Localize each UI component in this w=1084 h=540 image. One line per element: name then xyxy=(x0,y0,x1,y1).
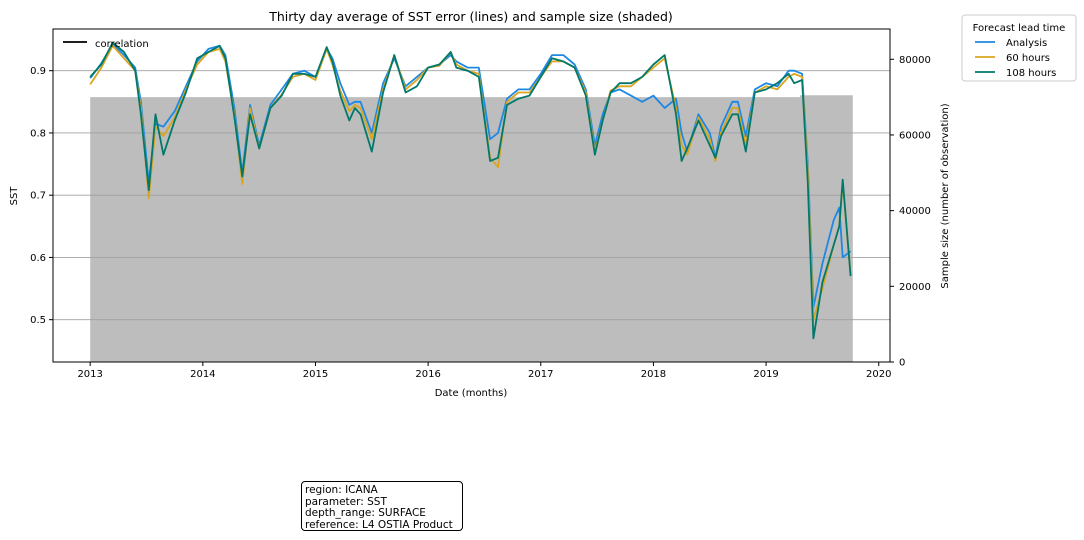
legend-label: 60 hours xyxy=(1006,53,1050,64)
sample-size-area xyxy=(90,95,853,362)
legend-label: 108 hours xyxy=(1006,68,1056,79)
x-axis-label: Date (months) xyxy=(435,388,508,399)
x-tick-label: 2013 xyxy=(77,369,102,380)
y2-tick-label: 20000 xyxy=(899,282,931,293)
plot-area xyxy=(52,28,891,363)
y2-tick-label: 60000 xyxy=(899,130,931,141)
lead-time-legend-entries: Analysis 60 hours 108 hours xyxy=(975,38,1056,79)
lead-time-legend: Forecast lead time Analysis 60 hours 108 h… xyxy=(961,14,1077,82)
info-depth-range: depth_range: SURFACE xyxy=(305,507,426,519)
y2-axis: 0 20000 40000 60000 80000 xyxy=(890,55,931,369)
x-tick-label: 2020 xyxy=(866,369,891,380)
legend-label: Analysis xyxy=(1006,38,1047,49)
x-axis: 2013 2014 2015 2016 2017 2018 2019 2020 xyxy=(77,362,891,380)
y-tick-label: 0.7 xyxy=(30,191,46,202)
lead-time-legend-frame xyxy=(961,14,1077,82)
y2-tick-label: 40000 xyxy=(899,206,931,217)
series-line-108-hours xyxy=(89,41,852,340)
y-tick-label: 0.9 xyxy=(30,66,46,77)
correlation-legend-label: correlation xyxy=(95,39,149,50)
info-reference: reference: L4 OSTIA Product xyxy=(305,518,453,531)
x-tick-label: 2014 xyxy=(190,369,215,380)
x-tick-label: 2016 xyxy=(415,369,440,380)
y-axis: 0.5 0.6 0.7 0.8 0.9 xyxy=(30,66,53,326)
y2-tick-label: 0 xyxy=(899,358,905,369)
y-axis-label: SST xyxy=(9,186,20,206)
y-tick-label: 0.8 xyxy=(30,128,46,139)
info-box: region: ICANA parameter: SST depth_range… xyxy=(301,481,463,531)
x-tick-label: 2017 xyxy=(528,369,553,380)
series-layer xyxy=(89,41,852,340)
lead-time-legend-title: Forecast lead time xyxy=(973,23,1066,34)
y-tick-label: 0.6 xyxy=(30,253,46,264)
correlation-legend: correlation xyxy=(63,39,149,50)
info-region: region: ICANA xyxy=(305,484,378,496)
x-tick-label: 2015 xyxy=(303,369,328,380)
info-parameter: parameter: SST xyxy=(305,495,387,508)
y2-tick-label: 80000 xyxy=(899,55,931,66)
x-tick-label: 2019 xyxy=(753,369,778,380)
sample-size-layer xyxy=(90,95,853,362)
y2-axis-label: Sample size (number of observation) xyxy=(940,103,951,288)
chart-title: Thirty day average of SST error (lines) … xyxy=(268,9,673,24)
y-tick-label: 0.5 xyxy=(30,315,46,326)
x-tick-label: 2018 xyxy=(641,369,666,380)
